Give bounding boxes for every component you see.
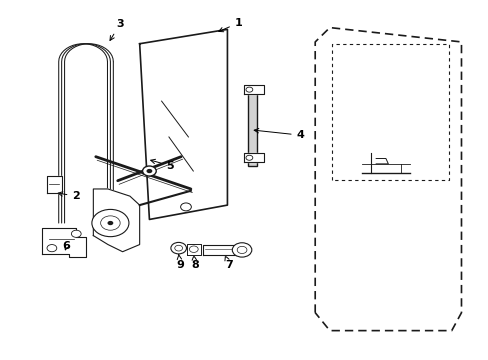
Polygon shape <box>243 85 264 94</box>
Circle shape <box>180 203 191 211</box>
Circle shape <box>92 210 129 237</box>
Polygon shape <box>47 176 61 193</box>
Text: 2: 2 <box>58 191 80 201</box>
Text: 4: 4 <box>254 129 304 140</box>
Text: 1: 1 <box>218 18 242 32</box>
Circle shape <box>170 242 186 254</box>
Circle shape <box>47 244 57 252</box>
Circle shape <box>237 246 246 253</box>
Polygon shape <box>243 153 264 162</box>
Text: 3: 3 <box>110 19 124 40</box>
Polygon shape <box>93 189 140 252</box>
Circle shape <box>174 245 182 251</box>
Circle shape <box>107 221 113 225</box>
Text: 9: 9 <box>176 255 183 270</box>
Text: 5: 5 <box>150 159 174 171</box>
Text: 6: 6 <box>62 241 70 251</box>
Circle shape <box>142 166 156 176</box>
Circle shape <box>245 155 252 160</box>
Polygon shape <box>203 244 239 255</box>
Circle shape <box>146 169 152 173</box>
Circle shape <box>71 230 81 237</box>
Bar <box>248 90 257 166</box>
Circle shape <box>232 243 251 257</box>
Circle shape <box>245 87 252 92</box>
Polygon shape <box>42 228 86 257</box>
Circle shape <box>101 216 120 230</box>
Polygon shape <box>187 244 200 255</box>
Text: 7: 7 <box>224 256 232 270</box>
Circle shape <box>189 246 198 252</box>
Text: 8: 8 <box>190 256 198 270</box>
